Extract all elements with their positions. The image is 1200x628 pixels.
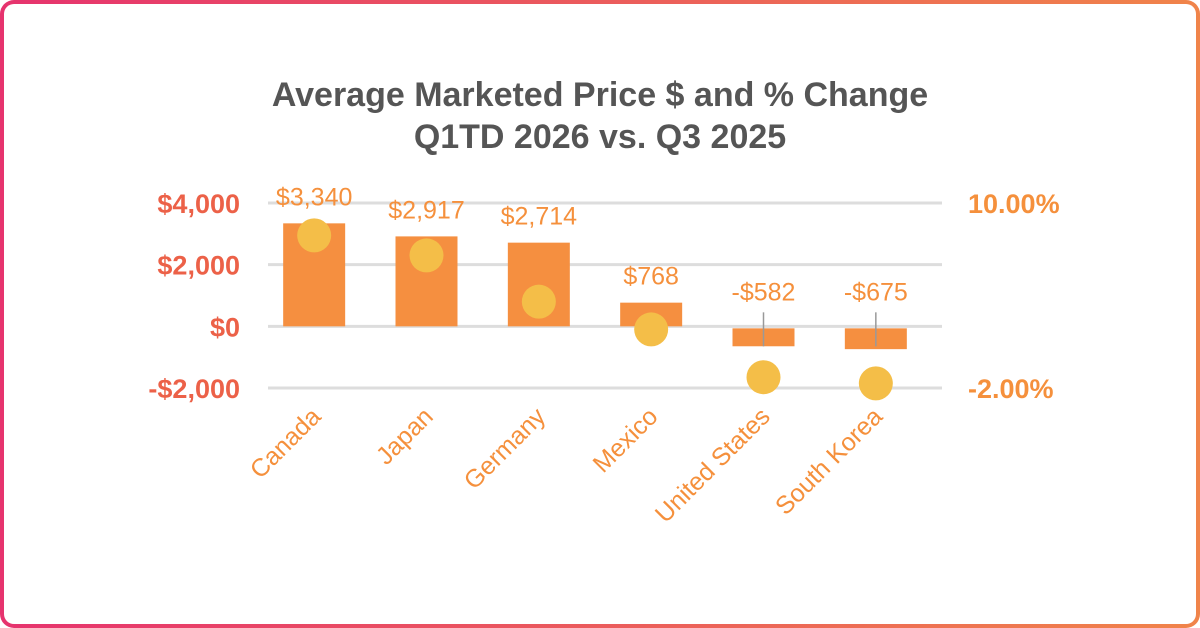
data-label: $768	[623, 263, 679, 291]
chart-title: Average Marketed Price $ and % Change Q1…	[4, 74, 1196, 158]
pct-dot	[409, 238, 444, 273]
category-label: Japan	[371, 402, 439, 470]
card: Average Marketed Price $ and % Change Q1…	[4, 4, 1196, 624]
data-label: $3,340	[276, 183, 352, 211]
pct-dot	[297, 218, 332, 253]
data-label: $2,917	[388, 196, 464, 224]
left-tick-label: -$2,000	[148, 374, 240, 404]
pct-dot	[521, 284, 556, 319]
right-tick-label: 10.00%	[968, 189, 1060, 219]
category-label: Mexico	[588, 402, 664, 478]
category-label: Germany	[459, 402, 552, 495]
pct-dot	[858, 366, 893, 401]
right-tick-label: -2.00%	[968, 374, 1054, 404]
category-label: South Korea	[770, 402, 888, 520]
left-tick-label: $0	[210, 312, 240, 342]
data-label: -$582	[732, 278, 796, 306]
category-label: United States	[650, 402, 776, 528]
category-label: Canada	[245, 402, 327, 484]
data-label: -$675	[844, 278, 908, 306]
pct-dot	[634, 312, 669, 347]
pct-dot	[746, 360, 781, 395]
chart-title-line-1: Average Marketed Price $ and % Change	[271, 76, 929, 114]
left-tick-label: $2,000	[157, 251, 240, 281]
left-tick-label: $4,000	[157, 189, 240, 219]
chart-title-line-2: Q1TD 2026 vs. Q3 2025	[413, 118, 787, 156]
data-label: $2,714	[501, 203, 578, 231]
